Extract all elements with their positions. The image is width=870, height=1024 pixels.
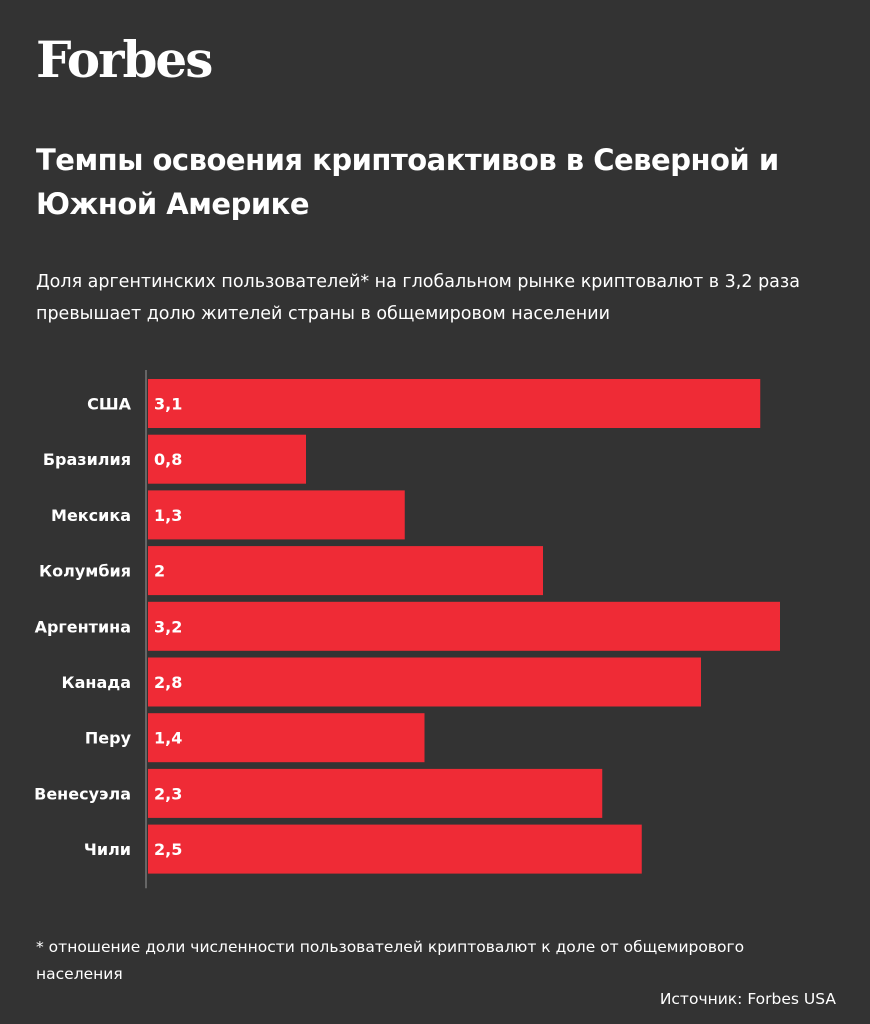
category-label: Чили [84,840,131,859]
category-label: Бразилия [43,450,131,469]
bar [148,546,543,596]
category-label: Мексика [51,506,131,525]
value-label: 0,8 [154,450,182,469]
category-label: США [87,395,132,414]
bar [148,379,761,428]
value-label: 2 [154,562,165,581]
bar [148,768,603,818]
bar [148,657,701,707]
bar [148,434,306,484]
value-label: 2,3 [154,784,182,803]
category-label: Аргентина [35,617,131,636]
bar [148,601,780,651]
value-label: 3,1 [154,395,182,414]
chart-subtitle: Доля аргентинских пользователей* на глоб… [36,272,800,324]
category-label: Колумбия [39,562,131,581]
value-label: 3,2 [154,617,182,636]
forbes-logo: Forbes [36,30,213,89]
value-label: 2,8 [154,673,182,692]
category-label: Венесуэла [34,784,131,803]
bar [148,824,642,874]
value-label: 1,4 [154,729,182,748]
bar [148,490,405,540]
footnote: * отношение доли численности пользовател… [36,938,745,983]
source-note: Источник: Forbes USA [659,990,836,1008]
bar [148,713,425,763]
chart-title: Темпы освоения криптоактивов в Северной … [36,143,779,221]
bar-chart: США 3,1 Бразилия 0,8 Мексика 1,3 Колумбия 2 Арге… [34,370,780,889]
category-label: Канада [62,673,131,692]
value-label: 2,5 [154,840,182,859]
value-label: 1,3 [154,506,182,525]
category-label: Перу [85,729,132,748]
